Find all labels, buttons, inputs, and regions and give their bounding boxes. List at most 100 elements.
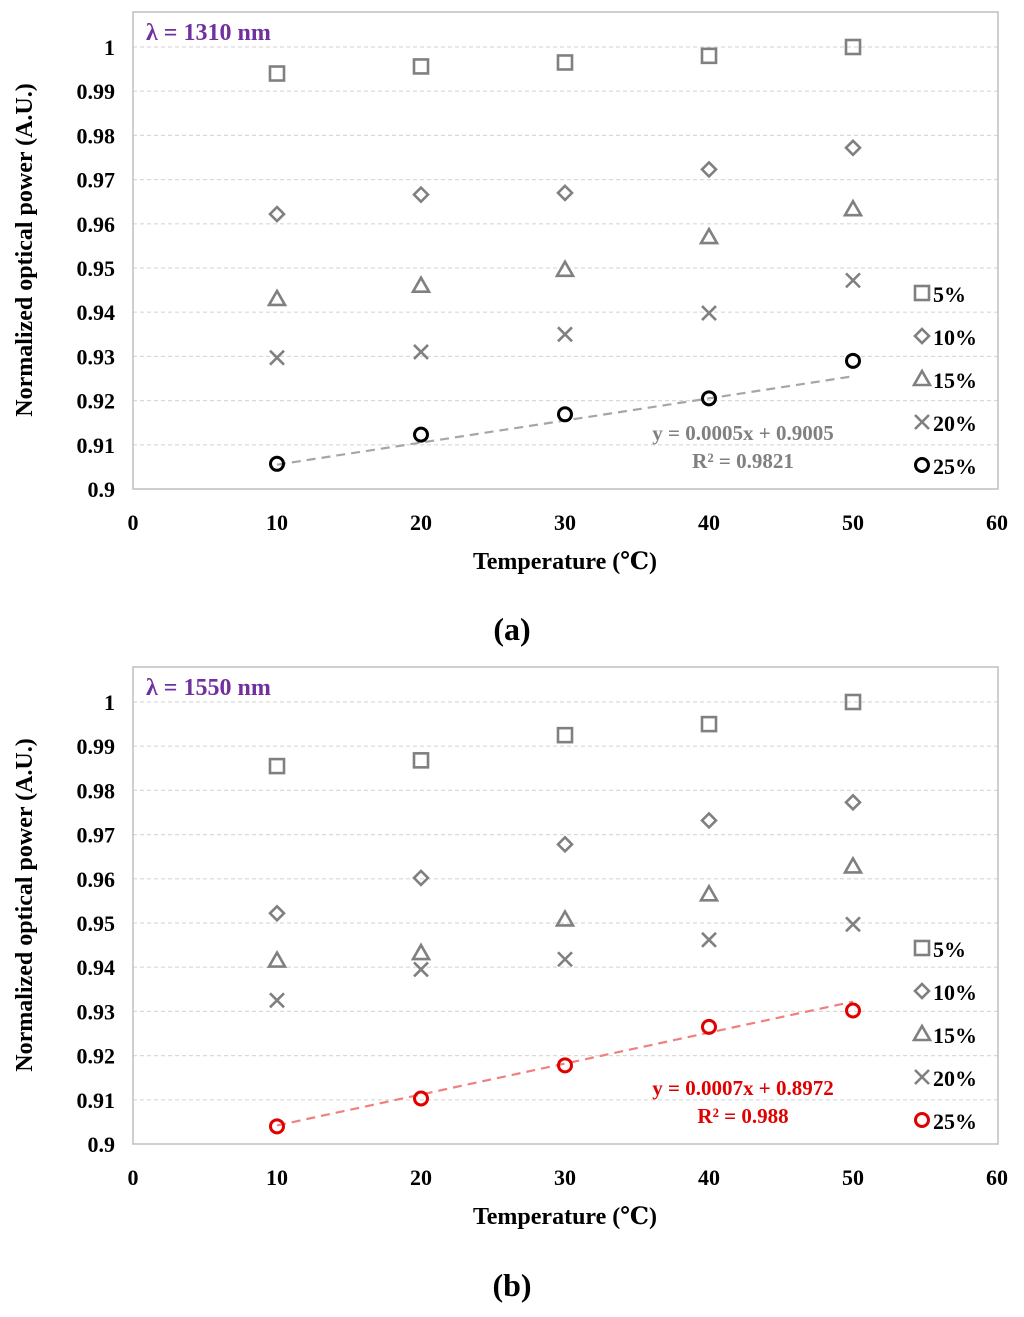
series-10pct xyxy=(270,141,860,221)
legend-marker-x xyxy=(915,1070,929,1084)
y-tick-label: 0.95 xyxy=(77,911,116,936)
data-point-diamond xyxy=(846,795,860,809)
legend-marker-circle xyxy=(916,1114,929,1127)
legend-marker-triangle xyxy=(914,1026,930,1040)
x-tick-label: 60 xyxy=(986,1165,1008,1190)
legend-marker-x xyxy=(915,415,929,429)
data-point-triangle xyxy=(413,945,429,959)
data-point-square xyxy=(558,728,572,742)
chart-b: λ = 1550 nm 0.9 0.91 0.92 0.93 0.94 0.95 0.96 0… xyxy=(0,655,1024,1260)
legend-marker-triangle xyxy=(914,371,930,385)
data-point-circle xyxy=(415,428,428,441)
data-point-triangle xyxy=(701,886,717,900)
series-20pct xyxy=(270,917,860,1007)
data-point-diamond xyxy=(414,871,428,885)
data-point-circle xyxy=(415,1092,428,1105)
x-tick-label: 10 xyxy=(266,1165,288,1190)
y-tick-label: 0.92 xyxy=(77,1044,116,1069)
y-tick-label: 0.96 xyxy=(77,212,116,237)
data-point-x xyxy=(270,351,284,365)
data-point-triangle xyxy=(269,291,285,305)
data-point-diamond xyxy=(702,162,716,176)
y-tick-label: 0.99 xyxy=(77,734,116,759)
plot-area-frame xyxy=(133,12,998,489)
y-tick-label: 0.91 xyxy=(77,433,116,458)
data-point-square xyxy=(558,55,572,69)
data-point-square xyxy=(270,759,284,773)
x-tick-label: 50 xyxy=(842,510,864,535)
data-point-diamond xyxy=(558,186,572,200)
y-axis-title: Normalized optical power (A.U.) xyxy=(12,738,38,1072)
data-point-x xyxy=(702,306,716,320)
y-axis-title: Normalized optical power (A.U.) xyxy=(12,83,38,417)
x-tick-label: 0 xyxy=(128,1165,139,1190)
data-point-x xyxy=(846,917,860,931)
y-tick-label: 0.9 xyxy=(88,1132,116,1157)
x-tick-label: 30 xyxy=(554,1165,576,1190)
series-5pct xyxy=(270,40,860,81)
data-point-square xyxy=(702,717,716,731)
panel-label: (a) xyxy=(0,611,1024,648)
chart-panel-b: λ = 1550 nm 0.9 0.91 0.92 0.93 0.94 0.95 0.96 0… xyxy=(0,655,1024,1317)
y-tick-label: 0.98 xyxy=(77,123,116,148)
wavelength-label: λ = 1310 nm xyxy=(146,20,271,46)
data-point-triangle xyxy=(269,953,285,967)
y-tick-label: 1 xyxy=(104,690,115,715)
legend-marker-diamond xyxy=(915,984,929,998)
y-tick-label: 0.94 xyxy=(77,300,116,325)
y-tick-label: 0.91 xyxy=(77,1088,116,1113)
x-tick-label: 10 xyxy=(266,510,288,535)
data-point-triangle xyxy=(557,262,573,276)
legend-label: 10% xyxy=(933,980,977,1005)
data-point-circle xyxy=(703,1020,716,1033)
legend-label: 15% xyxy=(933,368,977,393)
data-point-circle xyxy=(271,1120,284,1133)
y-tick-label: 0.93 xyxy=(77,344,116,369)
data-point-x xyxy=(270,993,284,1007)
series-10pct xyxy=(270,795,860,920)
chart-a: λ = 1310 nm 0.9 0.91 0.92 0.93 0.94 0.95 0.96 0… xyxy=(0,0,1024,605)
legend-label: 20% xyxy=(933,1066,977,1091)
panel-label: (b) xyxy=(0,1267,1024,1304)
y-tick-label: 0.93 xyxy=(77,999,116,1024)
data-point-square xyxy=(414,753,428,767)
data-point-diamond xyxy=(270,906,284,920)
data-point-square xyxy=(414,59,428,73)
trendline-equation: y = 0.0007x + 0.8972 xyxy=(652,1076,833,1100)
data-point-x xyxy=(558,327,572,341)
data-point-triangle xyxy=(845,201,861,215)
series-5pct xyxy=(270,695,860,773)
x-tick-label: 20 xyxy=(410,510,432,535)
x-tick-label: 0 xyxy=(128,510,139,535)
series-15pct xyxy=(269,201,861,305)
data-point-circle xyxy=(847,1004,860,1017)
y-tick-label: 0.96 xyxy=(77,867,116,892)
legend-marker-square xyxy=(915,286,929,300)
y-tick-label: 0.95 xyxy=(77,256,116,281)
x-tick-label: 40 xyxy=(698,1165,720,1190)
trendline-r-squared: R² = 0.988 xyxy=(697,1104,788,1128)
legend-label: 5% xyxy=(933,282,966,307)
data-point-triangle xyxy=(557,911,573,925)
legend-marker-square xyxy=(915,941,929,955)
legend-label: 10% xyxy=(933,325,977,350)
y-tick-label: 0.94 xyxy=(77,955,116,980)
x-tick-label: 60 xyxy=(986,510,1008,535)
y-tick-label: 0.92 xyxy=(77,389,116,414)
x-tick-label: 50 xyxy=(842,1165,864,1190)
series-20pct xyxy=(270,273,860,364)
legend-label: 25% xyxy=(933,454,977,479)
wavelength-label: λ = 1550 nm xyxy=(146,675,271,701)
x-tick-label: 40 xyxy=(698,510,720,535)
y-tick-label: 1 xyxy=(104,35,115,60)
data-point-diamond xyxy=(558,837,572,851)
y-tick-label: 0.9 xyxy=(88,477,116,502)
legend-marker-circle xyxy=(916,459,929,472)
y-tick-label: 0.99 xyxy=(77,79,116,104)
data-point-x xyxy=(558,952,572,966)
x-axis-title: Temperature (℃) xyxy=(473,1204,657,1230)
y-tick-label: 0.98 xyxy=(77,778,116,803)
data-point-diamond xyxy=(414,188,428,202)
data-point-square xyxy=(702,49,716,63)
data-point-diamond xyxy=(270,207,284,221)
